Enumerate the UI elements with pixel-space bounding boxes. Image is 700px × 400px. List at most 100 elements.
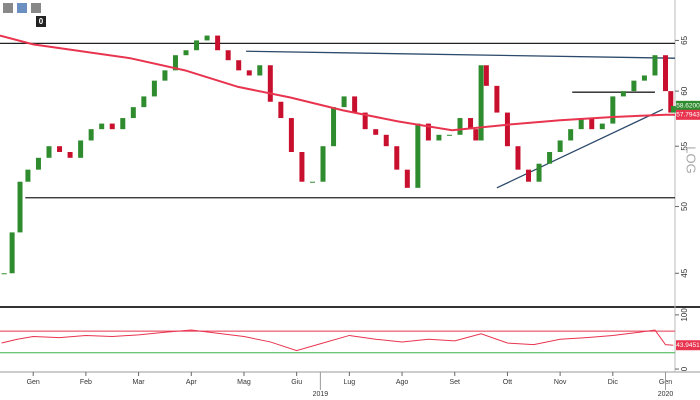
candle xyxy=(320,146,326,182)
x-tick-label: Giu xyxy=(291,379,302,386)
candle xyxy=(309,181,315,183)
candle xyxy=(67,151,73,158)
x-tick-label: Feb xyxy=(80,379,92,386)
candle xyxy=(183,50,189,56)
candle xyxy=(483,65,489,86)
candle xyxy=(236,60,242,71)
tool-icon[interactable] xyxy=(3,3,13,13)
candle xyxy=(120,118,126,130)
candle xyxy=(652,55,658,76)
x-tick-label: Set xyxy=(449,379,460,386)
y-tick-label: 100 xyxy=(680,308,689,322)
trend-line xyxy=(246,50,676,59)
candle xyxy=(589,118,595,130)
candle xyxy=(151,80,157,97)
candle xyxy=(436,134,442,141)
candle xyxy=(641,75,647,81)
candle xyxy=(141,96,147,108)
scale-label: LOG xyxy=(684,146,699,173)
candle xyxy=(547,151,553,164)
toolbar: 0 xyxy=(3,3,46,27)
candle xyxy=(204,35,210,41)
counter-box xyxy=(36,16,46,27)
candle xyxy=(446,134,452,136)
candle xyxy=(557,140,563,152)
candle xyxy=(35,157,41,170)
candle xyxy=(568,129,574,141)
y-tick-label: 50 xyxy=(680,202,689,211)
x-tick-label: Lug xyxy=(344,379,356,386)
price-tag-label: 57.7943 xyxy=(676,112,700,119)
candle xyxy=(526,169,532,182)
candle xyxy=(278,101,284,119)
candle xyxy=(468,118,474,130)
candle xyxy=(473,129,479,141)
candle xyxy=(299,151,305,182)
candle xyxy=(1,273,7,275)
y-tick-label: 55 xyxy=(680,141,689,150)
candle xyxy=(670,106,676,113)
price-tag xyxy=(676,109,700,120)
candle xyxy=(383,134,389,147)
trend-line xyxy=(496,108,664,189)
x-tick-label: Mar xyxy=(133,379,146,386)
candle xyxy=(162,70,168,81)
candle xyxy=(172,55,178,71)
candle xyxy=(109,123,115,130)
price-tag xyxy=(676,100,700,111)
series-line xyxy=(1,329,674,352)
candle xyxy=(631,80,637,92)
price-tag xyxy=(676,340,700,351)
x-tick-label: Dic xyxy=(608,379,619,386)
year-label: 2019 xyxy=(313,391,329,398)
candle xyxy=(215,35,221,51)
tool-icon[interactable] xyxy=(17,3,27,13)
candle xyxy=(99,123,105,130)
x-tick-label: Gen xyxy=(27,379,40,386)
counter: 0 xyxy=(39,17,44,26)
y-tick-label: 45 xyxy=(680,268,689,277)
y-tick-label: 65 xyxy=(680,35,689,44)
candle xyxy=(46,146,52,158)
candle xyxy=(663,55,669,92)
candle xyxy=(515,146,521,170)
candle xyxy=(331,107,337,147)
candle xyxy=(536,163,542,182)
x-tick-label: Apr xyxy=(186,379,198,386)
candle xyxy=(620,91,626,97)
candle xyxy=(88,129,94,141)
candle xyxy=(130,107,136,119)
series-line xyxy=(0,34,675,132)
candle xyxy=(457,118,463,135)
candle xyxy=(373,129,379,135)
candle xyxy=(257,65,263,76)
y-tick-label: 0 xyxy=(680,366,689,371)
price-tag-label: 58.6200 xyxy=(676,103,700,110)
candle xyxy=(362,112,368,130)
candle xyxy=(415,123,421,188)
year-label: 2020 xyxy=(658,391,674,398)
x-tick-label: Mag xyxy=(237,379,251,386)
candle xyxy=(225,50,231,61)
candle xyxy=(352,96,358,113)
tool-icon[interactable] xyxy=(31,3,41,13)
candle xyxy=(194,40,200,51)
candle xyxy=(599,123,605,130)
candle xyxy=(404,169,410,188)
candle xyxy=(341,96,347,108)
candle xyxy=(288,118,294,152)
candle xyxy=(610,96,616,124)
candle xyxy=(578,118,584,130)
candle xyxy=(478,65,484,141)
price-tag-label: 43.9451 xyxy=(676,342,700,349)
x-tick-label: Ott xyxy=(503,379,512,386)
candle xyxy=(78,140,84,158)
x-tick-label: Ago xyxy=(396,379,409,386)
candle xyxy=(17,181,23,233)
candle xyxy=(394,146,400,170)
x-tick-label: Nov xyxy=(554,379,567,386)
candle xyxy=(25,169,31,182)
